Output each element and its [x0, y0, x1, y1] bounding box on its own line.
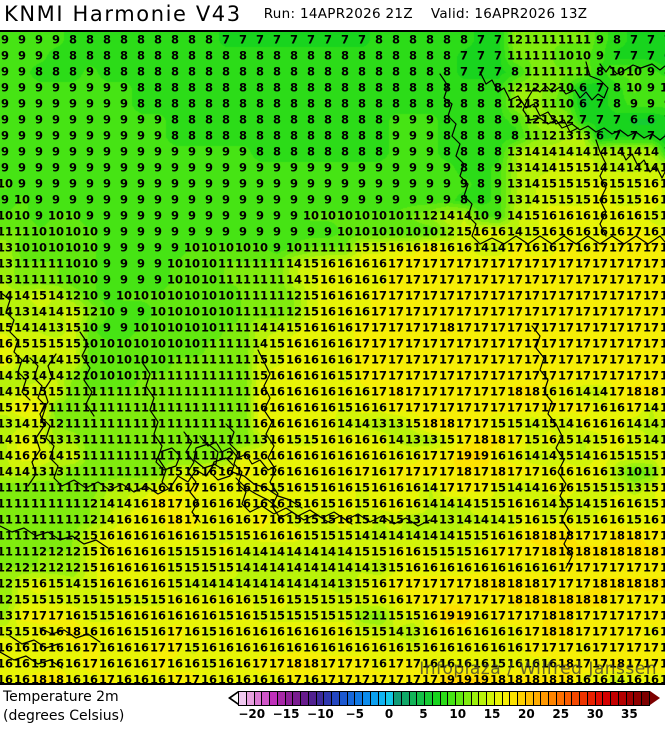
colorbar-swatch: [456, 692, 464, 705]
colorbar-swatch: [642, 692, 649, 705]
colorbar-swatch: [525, 692, 534, 705]
colorbar-extend-low-arrow-icon: [228, 691, 238, 705]
colorbar-swatch: [634, 692, 642, 705]
colorbar-swatch: [262, 692, 270, 705]
legend-footer: Temperature 2m (degrees Celsius) −20 −15−…: [0, 687, 665, 735]
colorbar-swatch: [239, 692, 247, 705]
colorbar-swatch: [595, 692, 604, 705]
colorbar-swatch: [347, 692, 356, 705]
field-label-block: Temperature 2m (degrees Celsius): [3, 688, 124, 726]
colorbar-swatch: [463, 692, 472, 705]
colorbar-tick-labels: −20 −15 −10 −5 0 5 10 15 20 25 30 35: [228, 707, 660, 725]
colorbar-swatch: [386, 692, 394, 705]
coastline-overlay: [0, 61, 665, 669]
temperature-heatmap-layer: [0, 32, 665, 683]
colorbar-swatch: [556, 692, 565, 705]
colorbar-swatch: [572, 692, 580, 705]
colorbar-swatch: [246, 692, 255, 705]
colorbar-swatch: [618, 692, 627, 705]
colorbar-swatch: [502, 692, 511, 705]
colorbar-swatch: [479, 692, 487, 705]
colorbar-swatch: [448, 692, 456, 705]
colorbar-swatch: [308, 692, 317, 705]
colorbar-swatch: [487, 692, 495, 705]
page-title: KNMI Harmonie V43: [4, 2, 242, 26]
colorbar-swatch: [626, 692, 635, 705]
colorbar-tick-label: −5: [345, 707, 364, 721]
colorbar-tick-label: 25: [552, 707, 570, 721]
colorbar-swatch: [355, 692, 363, 705]
field-name-label: Temperature 2m: [3, 689, 119, 705]
colorbar-swatch: [425, 692, 433, 705]
colorbar-swatch: [316, 692, 325, 705]
colorbar[interactable]: −20 −15 −10 −5 0 5 10 15 20 25 30 35: [228, 691, 660, 731]
colorbar-swatch: [277, 692, 286, 705]
colorbar-swatch: [339, 692, 348, 705]
colorbar-tick-label: 0: [384, 707, 394, 721]
colorbar-tick-label: −15: [272, 707, 300, 721]
colorbar-swatch: [603, 692, 611, 705]
colorbar-swatch: [440, 692, 449, 705]
colorbar-swatch: [432, 692, 441, 705]
colorbar-swatch: [363, 692, 371, 705]
colorbar-swatch: [401, 692, 410, 705]
colorbar-swatch: [494, 692, 503, 705]
colorbar-swatch: [332, 692, 340, 705]
colorbar-tick-label: −10: [307, 707, 334, 721]
run-timestamp-label: Run: 14APR2026 21Z: [263, 6, 413, 22]
colorbar-swatch: [254, 692, 263, 705]
colorbar-tick-label: −20: [238, 707, 266, 721]
colorbar-tick-label: 15: [483, 707, 501, 721]
colorbar-swatch: [394, 692, 402, 705]
map-panel[interactable]: 9 9 9 9 8 8 8 8 8 8 8 8 8 7 7 7 7 7 7 7 7 7 8 8 8 8 8 8 7 7 12 11 11 11 11…: [0, 30, 665, 685]
colorbar-swatch: [549, 692, 557, 705]
colorbar-swatch: [378, 692, 387, 705]
colorbar-tick-label: 30: [586, 707, 604, 721]
colorbar-swatch: [510, 692, 518, 705]
colorbar-swatch: [324, 692, 332, 705]
colorbar-tick-label: 10: [449, 707, 467, 721]
colorbar-swatch: [301, 692, 309, 705]
colorbar-swatch: [417, 692, 425, 705]
valid-timestamp-label: Valid: 16APR2026 13Z: [430, 6, 588, 22]
colorbar-tick-label: 20: [518, 707, 535, 721]
colorbar-swatch: [580, 692, 588, 705]
colorbar-swatch: [285, 692, 294, 705]
colorbar-tick-label: 5: [419, 707, 428, 721]
colorbar-swatch: [518, 692, 526, 705]
colorbar-swatch: [533, 692, 542, 705]
colorbar-swatches[interactable]: [238, 691, 650, 706]
header-bar: KNMI Harmonie V43 Run: 14APR2026 21Z Val…: [0, 0, 665, 28]
colorbar-tick-label: 35: [621, 707, 638, 721]
colorbar-swatch: [471, 692, 480, 705]
field-units-label: (degrees Celsius): [3, 708, 125, 724]
colorbar-swatch: [409, 692, 418, 705]
colorbar-swatch: [587, 692, 596, 705]
watermark-credit: Infoplaza / Wilfred Janssen: [419, 659, 657, 679]
colorbar-swatch: [370, 692, 379, 705]
colorbar-extend-high-arrow-icon: [650, 691, 660, 705]
colorbar-swatch: [611, 692, 619, 705]
colorbar-swatch: [293, 692, 301, 705]
colorbar-swatch: [541, 692, 549, 705]
colorbar-swatch: [270, 692, 278, 705]
colorbar-swatch: [564, 692, 573, 705]
